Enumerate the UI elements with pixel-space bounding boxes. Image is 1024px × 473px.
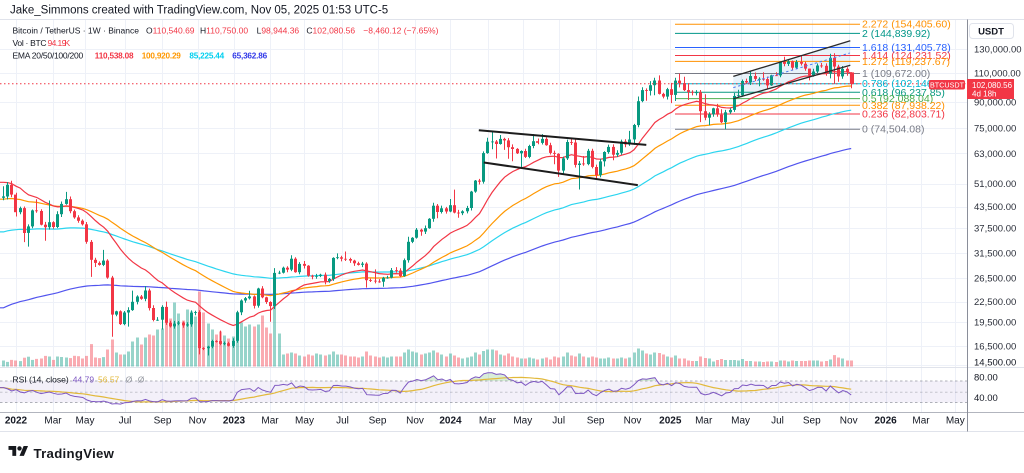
svg-text:May: May: [513, 416, 532, 427]
svg-text:1.272 (119,237.67): 1.272 (119,237.67): [862, 56, 950, 68]
svg-text:14,500.00: 14,500.00: [974, 358, 1016, 369]
svg-text:Sep: Sep: [587, 416, 605, 427]
svg-text:TradingView: TradingView: [34, 446, 115, 461]
svg-text:RSI (14, close): RSI (14, close): [13, 375, 69, 385]
svg-text:EMA 20/50/100/200: EMA 20/50/100/200: [13, 51, 84, 61]
svg-text:0 (74,504.08): 0 (74,504.08): [862, 124, 924, 136]
svg-text:BTCUSDT: BTCUSDT: [930, 81, 965, 90]
svg-text:Mar: Mar: [479, 416, 497, 427]
svg-text:75,000.00: 75,000.00: [974, 124, 1016, 135]
svg-text:0.618 (96,237.85): 0.618 (96,237.85): [862, 87, 945, 99]
svg-text:22,500.00: 22,500.00: [974, 297, 1016, 308]
svg-text:Nov: Nov: [624, 416, 642, 427]
svg-text:110,538.08: 110,538.08: [95, 52, 134, 61]
svg-text:102,080.56: 102,080.56: [972, 81, 1013, 90]
svg-text:80.00: 80.00: [974, 373, 998, 384]
svg-text:40.00: 40.00: [974, 393, 998, 404]
svg-text:Mar: Mar: [44, 416, 62, 427]
svg-text:44.79: 44.79: [73, 375, 95, 385]
svg-text:May: May: [76, 416, 95, 427]
svg-text:L98,944.36: L98,944.36: [257, 26, 300, 36]
svg-text:1.618 (131,405.78): 1.618 (131,405.78): [862, 42, 951, 54]
svg-text:31,500.00: 31,500.00: [974, 249, 1016, 260]
svg-text:May: May: [946, 416, 965, 427]
svg-text:Jake_Simmons created with Trad: Jake_Simmons created with TradingView.co…: [10, 5, 388, 17]
svg-text:2024: 2024: [439, 416, 462, 427]
svg-text:94.19: 94.19: [48, 38, 67, 48]
svg-text:Mar: Mar: [912, 416, 930, 427]
svg-text:110,000.00: 110,000.00: [974, 69, 1021, 80]
svg-text:2023: 2023: [223, 416, 246, 427]
svg-text:Sep: Sep: [154, 416, 172, 427]
svg-text:−8,460.12 (−7.65%): −8,460.12 (−7.65%): [363, 26, 438, 36]
svg-text:0.786 (102,146.0: 0.786 (102,146.0: [862, 78, 942, 90]
svg-text:Mar: Mar: [261, 416, 279, 427]
svg-text:Bitcoin / TetherUS · 1W · Bina: Bitcoin / TetherUS · 1W · Binance: [13, 26, 140, 36]
svg-text:May: May: [295, 416, 314, 427]
svg-text:H110,750.00: H110,750.00: [200, 26, 248, 36]
svg-text:Nov: Nov: [406, 416, 424, 427]
svg-text:37,500.00: 37,500.00: [974, 224, 1016, 235]
svg-text:Jul: Jul: [119, 416, 132, 427]
svg-text:Mar: Mar: [695, 416, 713, 427]
svg-text:63,000.00: 63,000.00: [974, 149, 1016, 160]
svg-text:2025: 2025: [659, 416, 682, 427]
svg-text:Ø: Ø: [138, 375, 145, 385]
svg-text:2022: 2022: [5, 416, 28, 427]
svg-text:0.382 (87,938.22): 0.382 (87,938.22): [862, 100, 945, 112]
svg-text:Vol · BTC: Vol · BTC: [13, 38, 47, 48]
svg-text:130,000.00: 130,000.00: [974, 45, 1022, 56]
svg-text:0.236 (82,803.71): 0.236 (82,803.71): [862, 109, 945, 121]
svg-text:43,500.00: 43,500.00: [974, 202, 1016, 213]
svg-text:USDT: USDT: [978, 27, 1004, 38]
svg-text:65,362.86: 65,362.86: [232, 52, 267, 61]
svg-text:Jul: Jul: [336, 416, 349, 427]
svg-text:C102,080.56: C102,080.56: [306, 26, 355, 36]
svg-text:90,000.00: 90,000.00: [974, 98, 1016, 109]
svg-text:100,920.29: 100,920.29: [142, 52, 182, 61]
svg-text:K: K: [65, 38, 71, 48]
svg-text:Jul: Jul: [552, 416, 565, 427]
svg-text:May: May: [731, 416, 750, 427]
svg-text:1 (109,672.00): 1 (109,672.00): [862, 68, 930, 80]
svg-text:4d 18h: 4d 18h: [972, 90, 996, 99]
svg-text:2026: 2026: [874, 416, 897, 427]
svg-text:Ø: Ø: [126, 375, 133, 385]
svg-text:Jul: Jul: [771, 416, 784, 427]
svg-text:O110,540.69: O110,540.69: [146, 26, 195, 36]
svg-text:0.5 (92,088.04): 0.5 (92,088.04): [862, 93, 933, 105]
svg-text:Nov: Nov: [189, 416, 207, 427]
svg-text:51,000.00: 51,000.00: [974, 179, 1016, 190]
svg-text:85,225.44: 85,225.44: [189, 52, 224, 61]
svg-text:1.414 (124,231.52): 1.414 (124,231.52): [862, 50, 951, 62]
svg-text:2.272 (154,405.60): 2.272 (154,405.60): [862, 19, 951, 31]
svg-text:56.57: 56.57: [98, 375, 120, 385]
svg-text:19,500.00: 19,500.00: [974, 318, 1016, 329]
svg-text:Nov: Nov: [840, 416, 858, 427]
svg-text:16,500.00: 16,500.00: [974, 342, 1016, 353]
svg-text:Sep: Sep: [803, 416, 821, 427]
svg-text:2 (144,839.92): 2 (144,839.92): [862, 28, 930, 40]
svg-text:26,500.00: 26,500.00: [974, 274, 1016, 285]
svg-text:Sep: Sep: [369, 416, 387, 427]
